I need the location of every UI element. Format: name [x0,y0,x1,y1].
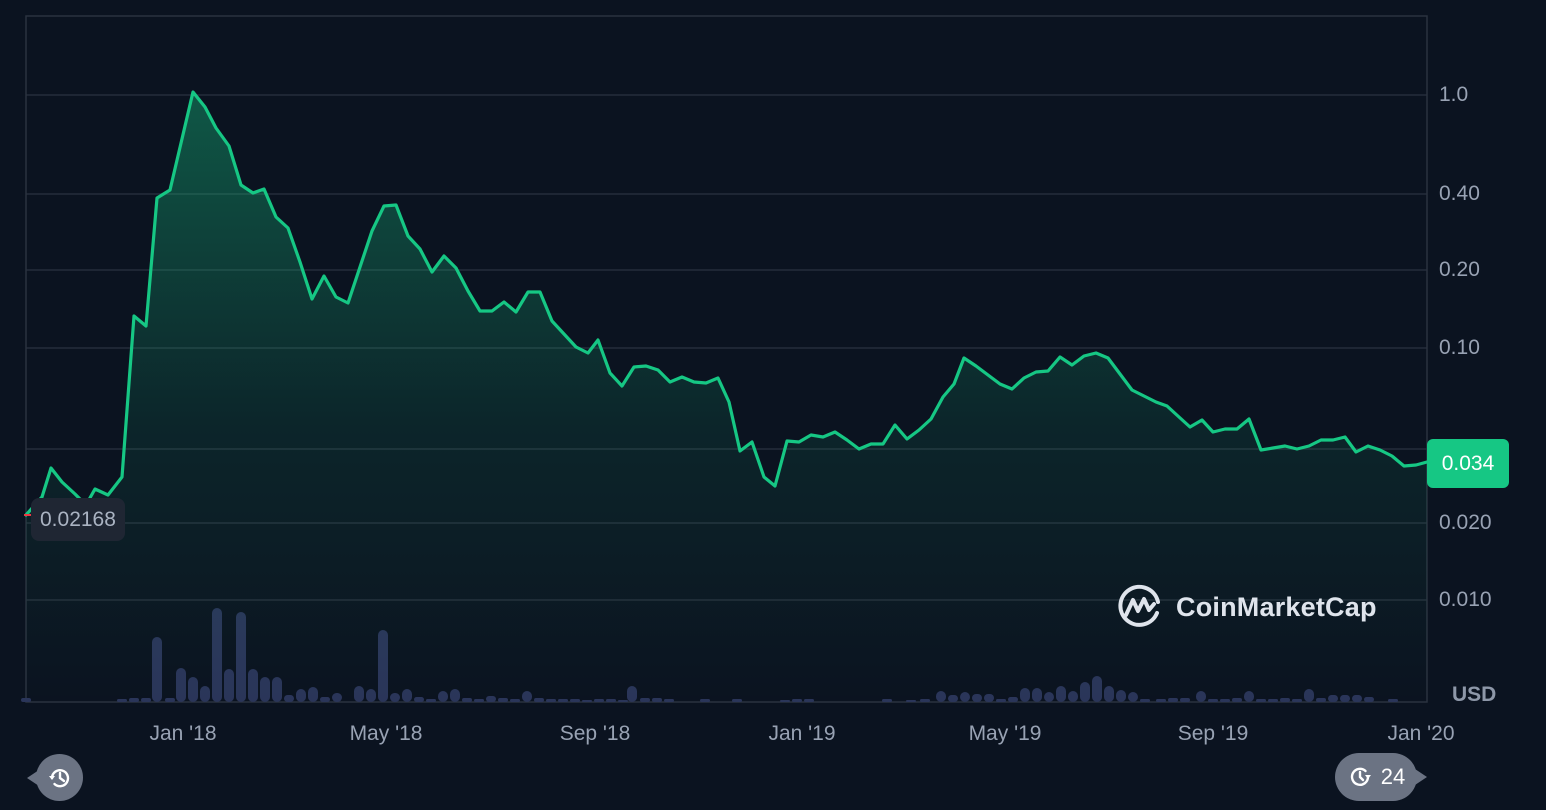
x-tick-label: May '18 [349,722,423,745]
coinmarketcap-logo-icon [1116,583,1164,631]
start-price-badge: 0.02168 [31,498,125,541]
price-line [24,90,1429,517]
x-tick-label: Jan '20 [1387,722,1455,745]
y-tick-label: 1.0 [1439,83,1469,106]
history-icon [47,765,73,791]
x-tick-label: Jan '19 [768,722,836,745]
y-tick-label: 0.40 [1439,182,1480,205]
currency-label: USD [1452,683,1497,706]
y-tick-label: 0.020 [1439,511,1492,534]
coinmarketcap-watermark: CoinMarketCap [1116,583,1377,631]
x-tick-label: Sep '18 [559,722,631,745]
history-button[interactable] [27,754,83,801]
x-tick-label: May '19 [968,722,1042,745]
y-tick-label: 0.10 [1439,336,1480,359]
clock-forward-icon [1347,764,1373,790]
x-tick-label: Jan '18 [149,722,217,745]
time-range-label: 24 [1380,764,1406,789]
y-tick-label: 0.010 [1439,588,1492,611]
watermark-text: CoinMarketCap [1176,591,1377,622]
time-range-button[interactable]: 24 [1335,753,1427,801]
y-tick-label: 0.20 [1439,258,1480,281]
x-tick-label: Sep '19 [1177,722,1249,745]
current-price-badge: 0.034 [1427,439,1509,488]
